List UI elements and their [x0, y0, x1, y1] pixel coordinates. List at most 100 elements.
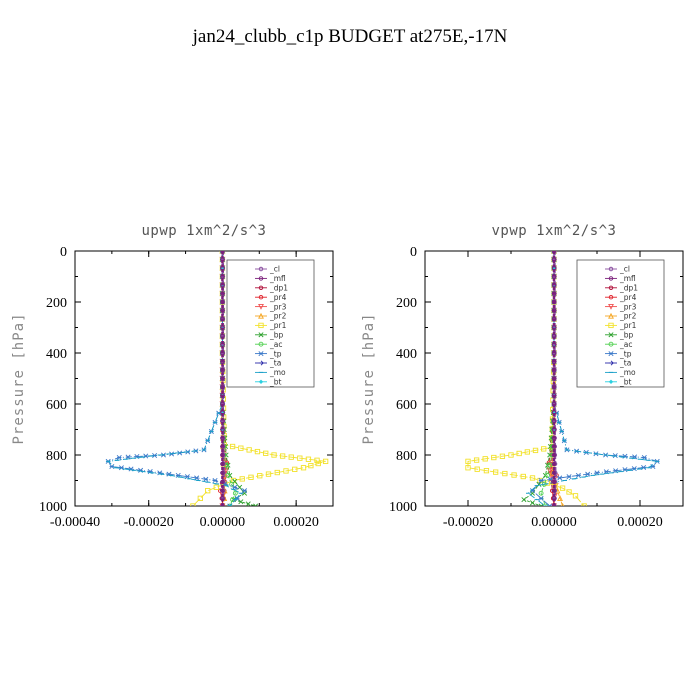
marker-bp	[529, 500, 536, 506]
marker-pr1	[516, 450, 522, 457]
marker-pr1	[190, 503, 196, 506]
legend-label: _cl	[619, 265, 630, 274]
marker-pr1	[483, 468, 490, 474]
marker-mfl	[220, 342, 225, 347]
x-tick-label: -0.00020	[124, 515, 174, 530]
marker-ta	[608, 360, 614, 366]
marker-mfl	[551, 496, 557, 501]
marker-mfl	[258, 276, 264, 281]
marker-mfl	[551, 333, 557, 339]
marker-pr1	[279, 453, 286, 459]
marker-ac	[225, 472, 231, 478]
marker-pr1	[305, 456, 312, 462]
legend-label: _dp1	[269, 284, 288, 293]
y-axis-label: Pressure [hPa]	[361, 312, 377, 444]
legend-label: _ac	[269, 340, 282, 349]
marker-mfl	[551, 308, 557, 313]
marker-mfl	[220, 291, 225, 296]
x-tick-label: 0.00000	[200, 515, 246, 530]
marker-mfl	[220, 308, 225, 313]
marker-pr1	[263, 450, 269, 456]
marker-tp	[557, 475, 563, 481]
marker-pr3	[608, 303, 614, 310]
marker-bt	[608, 379, 614, 384]
legend-label: _ta	[619, 359, 631, 368]
marker-mfl	[551, 461, 557, 467]
marker-mfl	[551, 367, 557, 373]
x-tick-label: -0.00020	[443, 515, 493, 530]
marker-tp	[585, 471, 591, 477]
marker-dp1	[608, 285, 614, 291]
marker-mfl	[220, 282, 225, 288]
marker-mfl	[551, 503, 557, 506]
marker-mfl	[551, 257, 557, 262]
marker-pr1	[529, 475, 536, 481]
marker-mfl	[220, 257, 225, 262]
marker-pr1	[239, 476, 245, 482]
marker-tp	[547, 476, 553, 482]
marker-pr2	[557, 495, 563, 501]
x-tick-label: 0.00020	[617, 515, 663, 530]
legend-label: _pr2	[269, 312, 287, 321]
marker-mfl	[551, 265, 557, 271]
y-tick-label: 1000	[39, 500, 67, 515]
legend-label: _pr2	[619, 312, 637, 321]
marker-pr3	[546, 467, 553, 474]
marker-pr1	[508, 452, 514, 458]
legend-label: _mo	[619, 368, 636, 377]
marker-pr1	[271, 452, 277, 458]
marker-tp	[203, 476, 209, 482]
marker-pr1	[254, 448, 261, 455]
marker-bp	[608, 332, 614, 338]
marker-mfl	[220, 265, 225, 271]
marker-mfl	[220, 251, 225, 254]
marker-mfl	[220, 479, 225, 484]
marker-ac	[545, 472, 550, 478]
marker-tp	[622, 453, 628, 459]
marker-pr1	[238, 445, 244, 451]
marker-pr1	[532, 447, 539, 454]
marker-pr1	[322, 458, 329, 465]
marker-pr3	[258, 303, 264, 310]
marker-mfl	[220, 452, 225, 458]
marker-mfl	[220, 488, 225, 493]
marker-pr1	[314, 457, 320, 463]
marker-cl	[608, 266, 614, 272]
marker-tp	[212, 477, 218, 484]
y-tick-label: 800	[46, 449, 67, 464]
marker-mfl	[551, 488, 557, 493]
marker-tp	[232, 484, 238, 490]
y-tick-label: 1000	[389, 500, 417, 515]
marker-pr1	[465, 458, 471, 465]
marker-ta	[258, 360, 264, 366]
marker-ac	[232, 490, 238, 496]
marker-pr1	[205, 488, 211, 494]
legend-label: _pr4	[269, 293, 287, 302]
marker-pr1	[491, 454, 497, 461]
marker-tp	[575, 472, 581, 478]
marker-mfl	[551, 384, 557, 390]
marker-pr1	[566, 489, 572, 495]
marker-mfl	[551, 418, 557, 424]
marker-pr4	[608, 294, 614, 300]
marker-ac	[608, 341, 614, 347]
marker-mfl	[551, 350, 557, 356]
y-tick-label: 0	[60, 245, 67, 260]
marker-mfl	[220, 461, 225, 467]
legend-label: _mfl	[269, 274, 286, 283]
legend-box	[576, 259, 665, 388]
marker-mfl	[220, 401, 225, 407]
marker-mfl	[551, 470, 557, 476]
marker-mfl	[551, 401, 557, 407]
y-tick-label: 400	[46, 347, 67, 362]
marker-mfl	[220, 410, 225, 415]
marker-pr1	[541, 446, 547, 452]
legend-label: _cl	[269, 265, 280, 274]
legend-label: _bp	[619, 331, 634, 340]
marker-mfl	[220, 316, 225, 322]
marker-mfl	[220, 496, 225, 501]
marker-tp	[242, 488, 248, 494]
marker-pr1	[315, 460, 321, 467]
legend-label: _mo	[269, 368, 286, 377]
series-mfl	[551, 251, 557, 506]
